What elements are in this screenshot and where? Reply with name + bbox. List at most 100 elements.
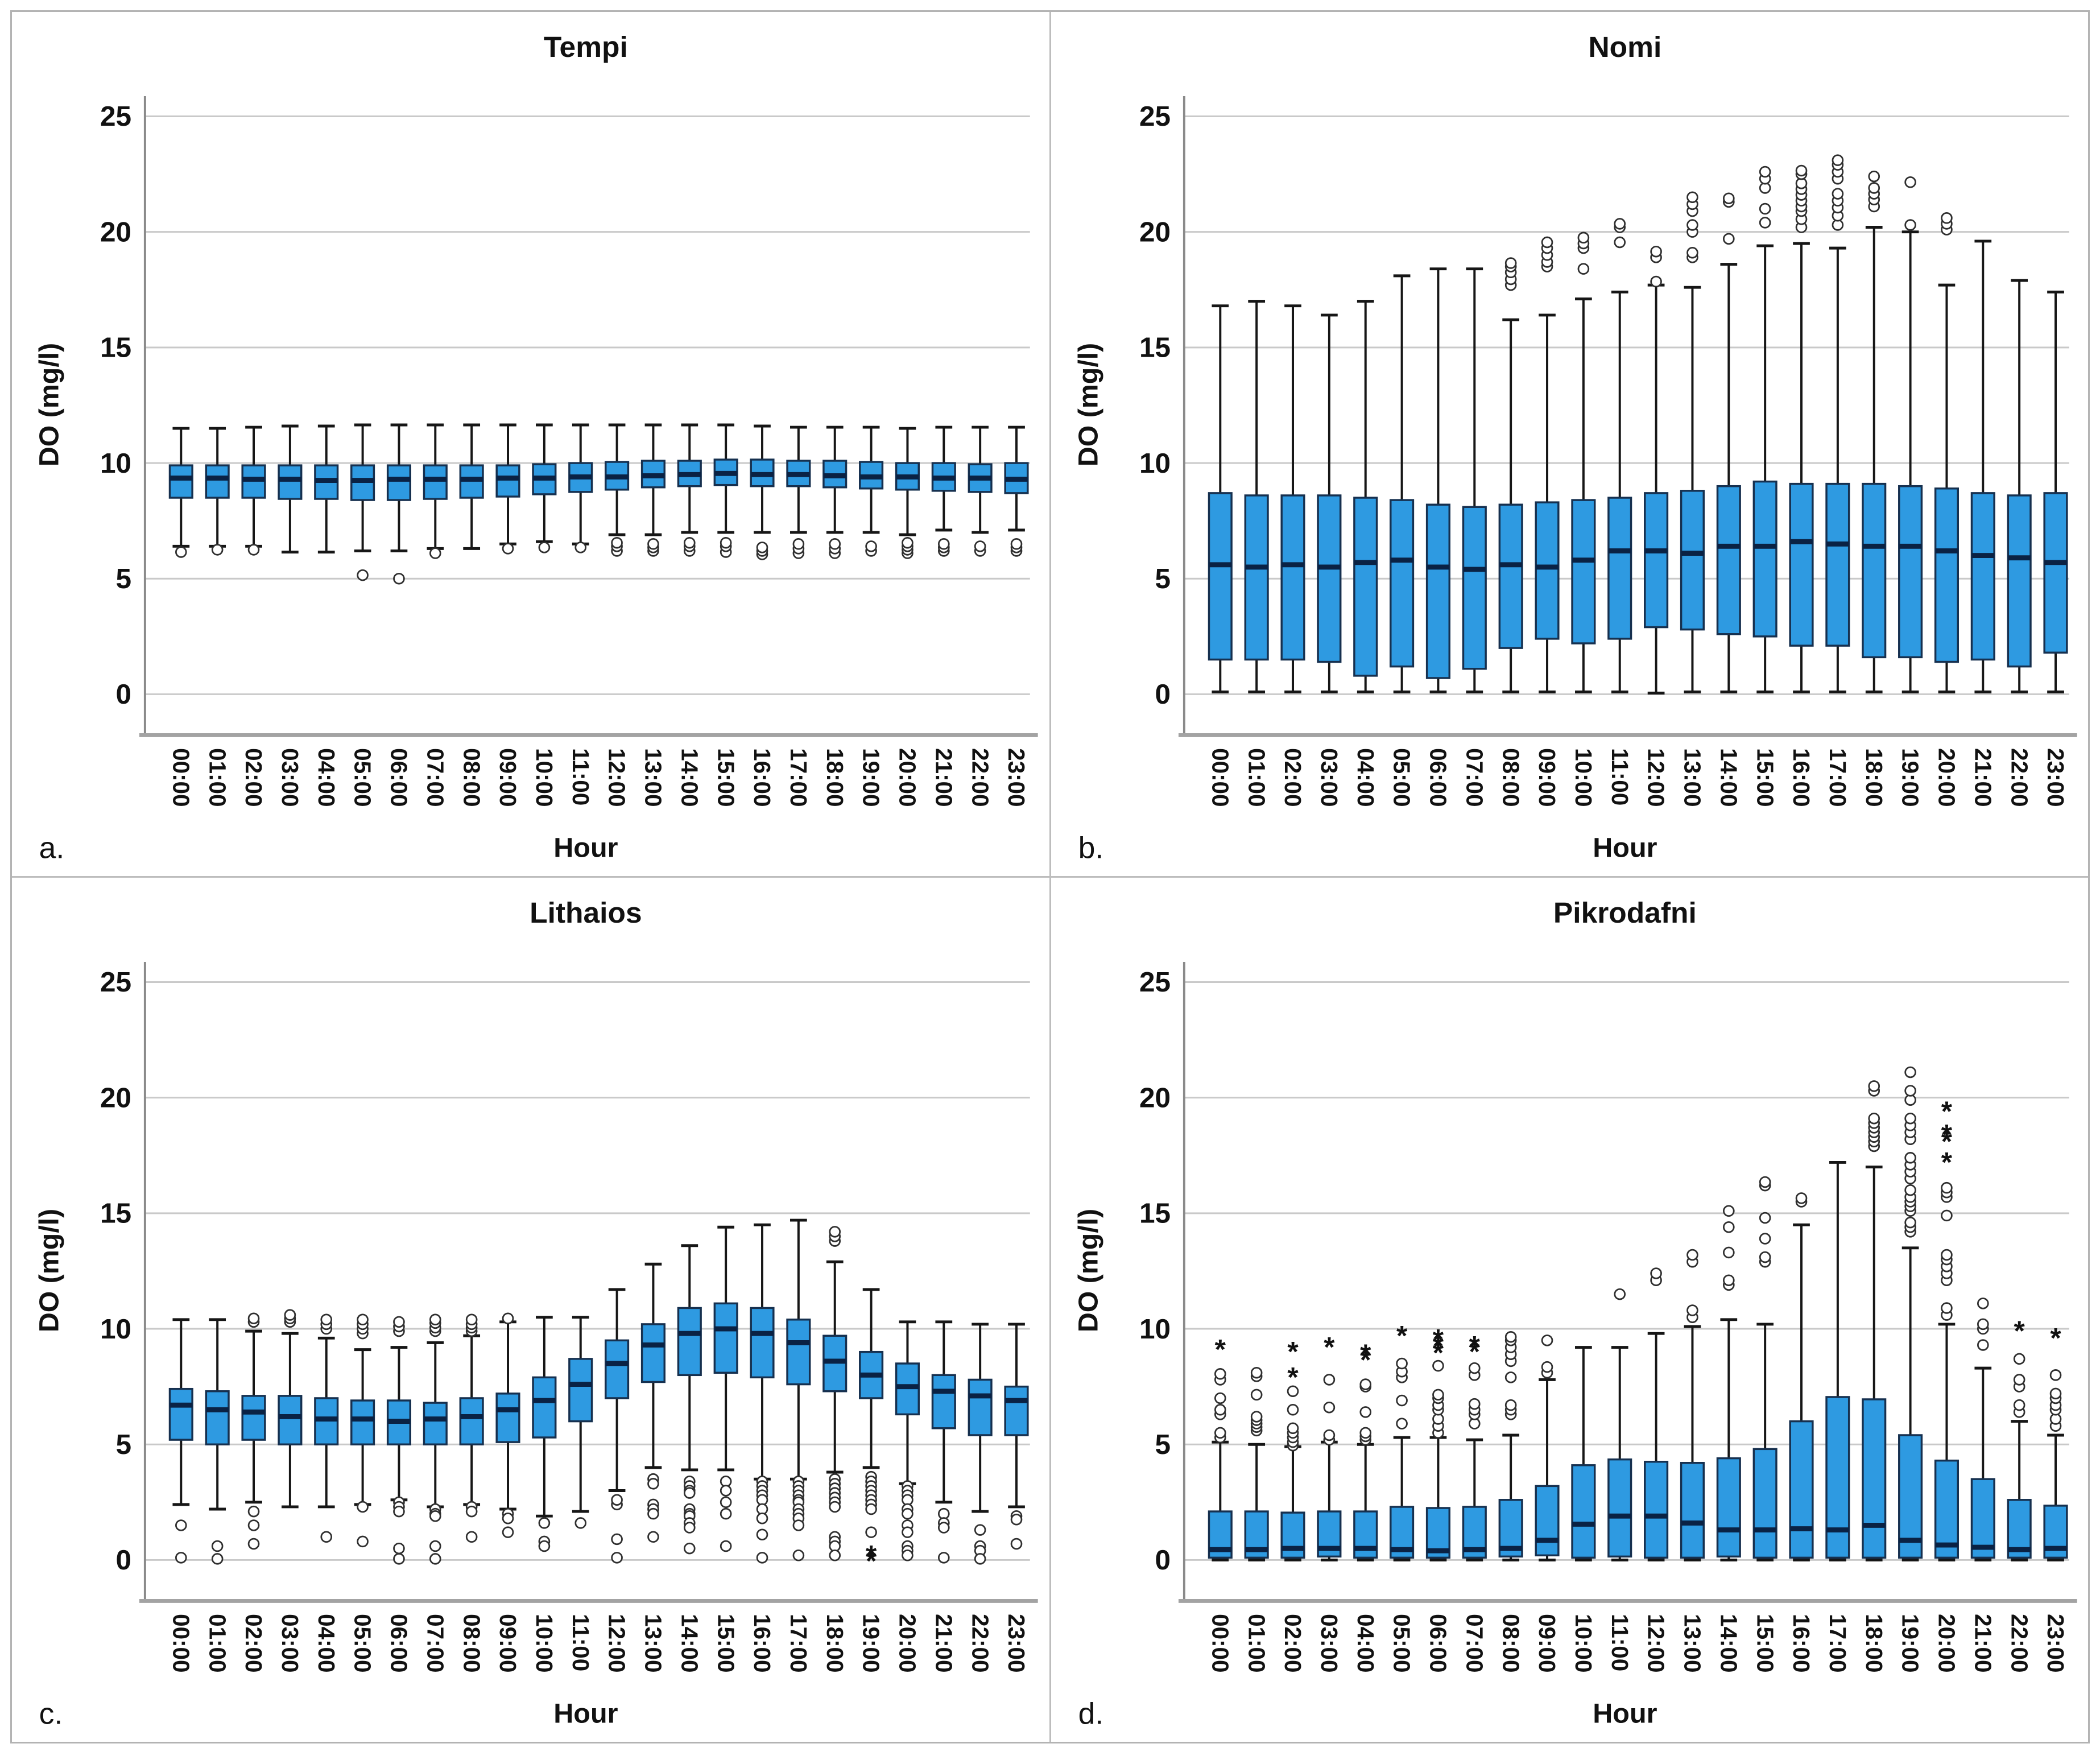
outlier-point <box>1759 217 1771 229</box>
outlier-point <box>1504 257 1516 269</box>
x-tick-label: 01:00 <box>1243 1614 1270 1672</box>
outlier-point <box>1359 1378 1371 1390</box>
outlier-point <box>1613 236 1626 249</box>
box <box>1898 485 1923 659</box>
y-axis-label: DO (mg/l) <box>34 343 64 466</box>
y-tick-label: 10 <box>100 1313 131 1345</box>
box <box>1861 1398 1886 1559</box>
x-tick-label: 03:00 <box>277 1614 303 1672</box>
outlier-point <box>429 1313 441 1326</box>
outlier-point <box>1287 1385 1299 1398</box>
x-tick-label: 23:00 <box>1003 748 1030 807</box>
x-tick-label: 15:00 <box>1752 748 1778 807</box>
box <box>423 464 448 500</box>
panel-nomi: 0 5 10 15 20 25 00:00 01:00 02:00 03:00 04:00 05:00… <box>1051 12 2088 876</box>
outlier-point <box>1214 1427 1226 1439</box>
box <box>1244 494 1269 661</box>
outlier-point <box>1432 1389 1444 1401</box>
x-tick-label: 14:00 <box>1715 748 1742 807</box>
extreme-point: * <box>2014 1316 2025 1347</box>
x-tick-label: 10:00 <box>531 748 557 807</box>
boxplot-canvas-tempi: 0 5 10 15 20 25 00:00 01:00 02:00 03:00 04:00 05:00… <box>34 30 1038 865</box>
x-tick-label: 11:00 <box>568 1614 594 1671</box>
extreme-point: * <box>1360 1338 1371 1370</box>
x-tick-label: 23:00 <box>2043 748 2069 807</box>
outlier-point <box>1359 1406 1371 1418</box>
box <box>1788 1420 1814 1559</box>
outlier-point <box>211 1553 224 1565</box>
outlier-point <box>829 538 841 550</box>
outlier-point <box>1577 232 1589 244</box>
outlier-point <box>1832 154 1843 166</box>
x-tick-label: 09:00 <box>1534 748 1560 807</box>
box <box>1004 1385 1029 1436</box>
outlier-point <box>465 1313 478 1326</box>
box <box>1825 482 1850 647</box>
x-tick-label: 06:00 <box>1425 748 1451 807</box>
extreme-point: * <box>1941 1126 1952 1158</box>
panel-title: Nomi <box>1588 30 1661 63</box>
x-tick-label: 20:00 <box>1933 1614 1960 1672</box>
outlier-point <box>937 1522 950 1534</box>
x-tick-label: 21:00 <box>931 1614 957 1672</box>
y-tick-label: 15 <box>100 332 131 363</box>
outlier-point <box>211 544 224 556</box>
extreme-point: * <box>1469 1331 1480 1362</box>
box <box>1607 1458 1632 1558</box>
box <box>1570 499 1595 644</box>
outlier-point <box>465 1505 478 1518</box>
x-tick-label: 20:00 <box>1933 748 1960 807</box>
outlier-point <box>1722 192 1735 204</box>
outlier-point <box>1759 203 1771 215</box>
outlier-point <box>1650 275 1662 288</box>
outlier-point <box>1577 263 1589 275</box>
x-tick-label: 03:00 <box>277 748 303 807</box>
box <box>931 1374 956 1429</box>
outlier-point <box>611 1552 623 1564</box>
y-tick-label: 20 <box>1139 1082 1170 1114</box>
x-tick-label: 08:00 <box>1498 1614 1524 1672</box>
outlier-point <box>1468 1398 1481 1410</box>
box <box>1752 480 1777 638</box>
extreme-point: * <box>1360 1345 1371 1376</box>
outlier-point <box>684 536 696 549</box>
outlier-point <box>720 1540 732 1552</box>
box <box>1425 503 1450 679</box>
outlier-point <box>284 1309 296 1321</box>
x-tick-label: 02:00 <box>241 1614 267 1672</box>
outlier-point <box>647 1478 659 1490</box>
outlier-point <box>792 1550 805 1561</box>
x-tick-label: 22:00 <box>967 1614 993 1672</box>
box <box>278 464 303 500</box>
outlier-point <box>1977 1318 1989 1331</box>
outlier-point <box>1214 1404 1226 1416</box>
outlier-point <box>1904 1184 1916 1196</box>
outlier-point <box>2013 1353 2025 1365</box>
outlier-point <box>1287 1404 1299 1416</box>
y-tick-label: 25 <box>100 101 131 132</box>
figure-frame: 0 5 10 15 20 25 00:00 01:00 02:00 03:00 04:00 05:00… <box>10 10 2090 1743</box>
x-tick-label: 17:00 <box>1824 748 1850 807</box>
plot-area: 0 5 10 15 20 25 00:00 01:00 02:00 03:00 04:00 05:00… <box>1139 96 2077 807</box>
outlier-point <box>1650 1267 1662 1279</box>
x-tick-label: 17:00 <box>1824 1614 1850 1672</box>
x-tick-label: 09:00 <box>495 1614 521 1672</box>
outlier-point <box>756 1528 768 1540</box>
box <box>1643 1460 1668 1559</box>
outlier-point <box>175 1519 187 1531</box>
outlier-point <box>756 1513 768 1524</box>
outlier-point <box>2013 1374 2025 1386</box>
box <box>1534 501 1560 640</box>
outlier-point <box>902 536 913 549</box>
outlier-point <box>538 1540 551 1552</box>
outlier-point <box>684 1542 696 1555</box>
outlier-point <box>357 1535 369 1548</box>
outlier-point <box>1904 176 1916 188</box>
outlier-point <box>574 542 587 553</box>
box <box>1716 485 1741 635</box>
box <box>750 1307 775 1379</box>
x-tick-label: 07:00 <box>422 1614 448 1672</box>
extreme-point: * <box>1432 1324 1444 1355</box>
x-tick-label: 06:00 <box>1425 1614 1451 1672</box>
box <box>168 464 193 499</box>
